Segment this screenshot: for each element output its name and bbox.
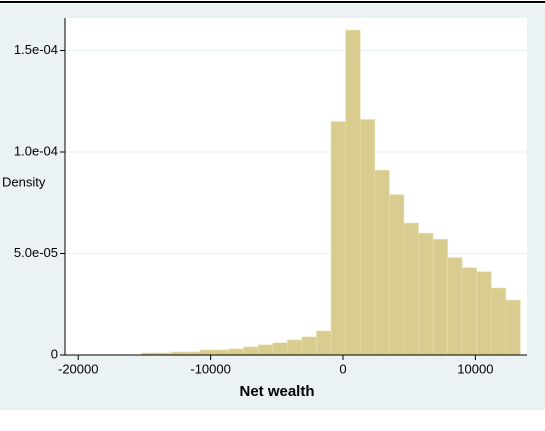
- bar: [447, 257, 463, 356]
- bar: [287, 339, 303, 356]
- bar: [228, 348, 245, 356]
- bar: [490, 287, 507, 356]
- bar: [301, 336, 317, 356]
- x-tick-label: 0: [339, 361, 346, 376]
- bar: [403, 222, 419, 356]
- x-tick-label: -20000: [58, 361, 98, 376]
- bar: [214, 349, 230, 356]
- bar: [461, 267, 477, 356]
- bar: [389, 194, 405, 356]
- bar: [374, 169, 390, 356]
- bar: [257, 344, 274, 356]
- bar: [359, 119, 376, 356]
- bar: [243, 346, 259, 356]
- y-tick-label: 0: [51, 346, 58, 361]
- bar: [432, 238, 448, 356]
- bar: [330, 121, 346, 356]
- x-tick-label: 10000: [457, 361, 493, 376]
- y-tick-label: 1.0e-04: [14, 143, 58, 158]
- bar: [505, 299, 521, 356]
- bar: [476, 271, 492, 356]
- bar: [272, 342, 288, 356]
- bar: [418, 232, 434, 356]
- x-axis-title: Net wealth: [239, 383, 314, 400]
- x-tick-label: -10000: [190, 361, 230, 376]
- bar: [316, 330, 332, 356]
- y-tick-label: 1.5e-04: [14, 42, 58, 57]
- bar: [199, 349, 215, 356]
- bar: [345, 29, 361, 356]
- y-tick-label: 5.0e-05: [14, 245, 58, 260]
- y-axis-title: Density: [2, 174, 46, 189]
